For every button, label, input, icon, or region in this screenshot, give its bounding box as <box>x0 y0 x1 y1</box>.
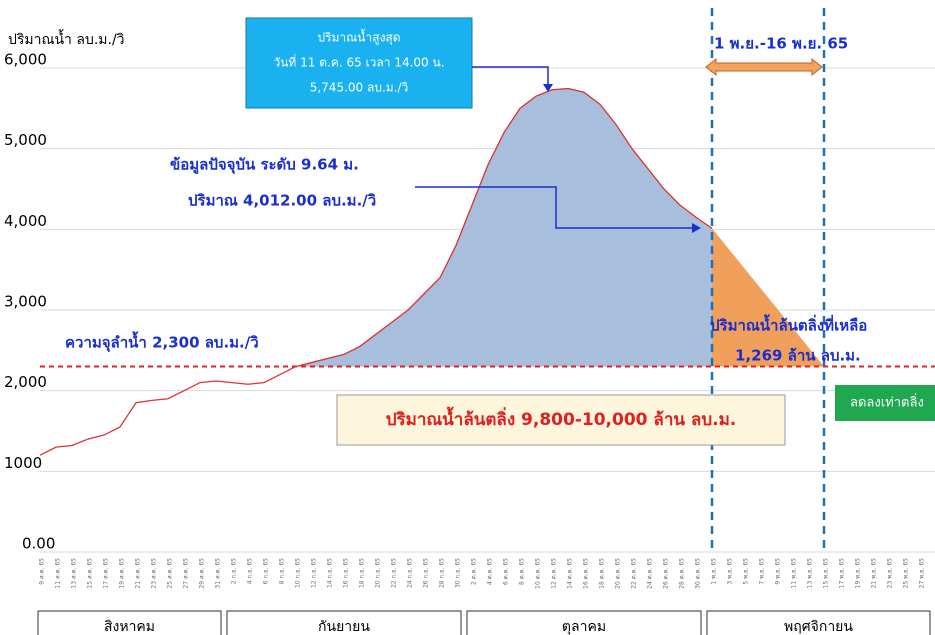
series-line <box>39 87 713 456</box>
x-tick-label: 28 ต.ค. 65 <box>679 558 686 589</box>
x-tick-label: 24 ต.ค. 65 <box>647 558 654 589</box>
x-tick-label: 27 ส.ค. 65 <box>183 558 190 589</box>
x-tick-label: 21 ส.ค. 65 <box>135 558 142 589</box>
x-tick-label: 30 ก.ย. 65 <box>455 558 462 588</box>
peak-text: วันที่ 11 ต.ค. 65 เวลา 14.00 น. <box>273 54 444 70</box>
x-tick-label: 15 ส.ค. 65 <box>87 558 94 589</box>
months: สิงหาคม กันยายน ตุลาคม พฤศจิกายน <box>37 610 931 635</box>
x-tick-label: 22 ต.ค. 65 <box>631 558 638 589</box>
overflow-area <box>296 88 712 367</box>
total-box <box>336 394 786 446</box>
x-tick-label: 18 ต.ค. 65 <box>599 558 606 589</box>
period-arrow <box>705 57 823 77</box>
y-tick-label: 3,000 <box>4 293 47 311</box>
peak-box <box>245 17 473 109</box>
period-text: 1 พ.ย.-16 พ.ย. 65 <box>714 35 848 53</box>
x-tick-label: 18 ก.ย. 65 <box>359 558 366 588</box>
x-tick-label: 5 พ.ย. 65 <box>743 558 750 585</box>
month-box <box>706 610 931 635</box>
x-tick-label: 31 ส.ค. 65 <box>215 558 222 589</box>
x-tick-label: 9 พ.ย. 65 <box>775 558 782 585</box>
x-tick-label: 1 พ.ย. 65 <box>711 558 718 585</box>
y-tick-label: 6,000 <box>4 51 47 69</box>
y-tick-label: 0.00 <box>22 535 55 553</box>
x-tick-label: 25 พ.ย. 65 <box>903 558 910 589</box>
month-box <box>226 610 462 635</box>
month-box <box>466 610 702 635</box>
month-label: สิงหาคม <box>104 619 155 635</box>
current-text: ปริมาณ 4,012.00 ลบ.ม./วิ <box>188 192 376 210</box>
x-tick-label: 20 ก.ย. 65 <box>375 558 382 588</box>
x-tick-label: 16 ก.ย. 65 <box>343 558 350 588</box>
x-tick-label: 22 ก.ย. 65 <box>391 558 398 588</box>
x-tick-label: 4 ต.ค. 65 <box>487 558 494 585</box>
x-tick-label: 15 พ.ย. 65 <box>823 558 830 589</box>
fills <box>40 67 935 553</box>
arrow-head <box>543 84 553 92</box>
x-tick-label: 13 ส.ค. 65 <box>71 558 78 589</box>
x-tick-label: 10 ต.ค. 65 <box>535 558 542 589</box>
capacity-text: ความจุลำน้ำ 2,300 ลบ.ม./วิ <box>65 331 259 353</box>
x-tick-label: 4 ก.ย. 65 <box>247 558 254 584</box>
arrow-head <box>692 223 701 233</box>
x-tick-label: 6 ก.ย. 65 <box>263 558 270 584</box>
x-tick-label: 8 ก.ย. 65 <box>279 558 286 584</box>
x-tick-label: 21 พ.ย. 65 <box>871 558 878 589</box>
current-text: ข้อมูลปัจจุบัน ระดับ 9.64 ม. <box>170 156 359 175</box>
x-tick-label: 3 พ.ย. 65 <box>727 558 734 585</box>
x-tick-label: 14 ก.ย. 65 <box>327 558 334 588</box>
x-tick-label: 17 พ.ย. 65 <box>839 558 846 589</box>
y-axis-label: ปริมาณน้ำ ลบ.ม./วิ <box>8 29 125 48</box>
x-tick-label: 2 ก.ย. 65 <box>231 558 238 584</box>
peak-text: ปริมาณน้ำสูงสุด <box>317 29 400 46</box>
x-tick-label: 12 ก.ย. 65 <box>311 558 318 588</box>
month-label: ตุลาคม <box>562 619 606 635</box>
x-tick-label: 2 ต.ค. 65 <box>471 558 478 585</box>
peak-arrow <box>472 66 549 86</box>
x-tick-label: 19 พ.ย. 65 <box>855 558 862 589</box>
y-tick-label: 4,000 <box>4 212 47 230</box>
x-tick-label: 14 ต.ค. 65 <box>567 558 574 589</box>
x-tick-label: 24 ก.ย. 65 <box>407 558 414 588</box>
x-tick-label: 11 พ.ย. 65 <box>791 558 798 589</box>
x-tick-label: 12 ต.ค. 65 <box>551 558 558 589</box>
x-tick-label: 11 ส.ค. 65 <box>55 558 62 589</box>
month-label: กันยายน <box>318 619 370 635</box>
x-tick-label: 26 ต.ค. 65 <box>663 558 670 589</box>
remaining-area <box>712 228 824 367</box>
y-tick-label: 5,000 <box>4 131 47 149</box>
x-tick-label: 17 ส.ค. 65 <box>103 558 110 589</box>
x-tick-label: 19 ส.ค. 65 <box>119 558 126 589</box>
y-tick-label: 1000 <box>4 454 42 472</box>
x-tick-label: 23 ส.ค. 65 <box>151 558 158 589</box>
x-tick-label: 27 พ.ย. 65 <box>919 558 926 589</box>
remain-text: 1,269 ล้าน ลบ.ม. <box>735 347 861 365</box>
y-tick-label: 2,000 <box>4 373 47 391</box>
x-tick-label: 16 ต.ค. 65 <box>583 558 590 589</box>
x-tick-label: 8 ต.ค. 65 <box>519 558 526 585</box>
status-text: ลดลงเท่าตลิ่ง <box>850 394 924 411</box>
x-tick-label: 25 ส.ค. 65 <box>167 558 174 589</box>
month-box <box>37 610 222 635</box>
x-tick-label: 26 ก.ย. 65 <box>423 558 430 588</box>
x-tick-label: 7 พ.ย. 65 <box>759 558 766 585</box>
x-tick-label: 29 ส.ค. 65 <box>199 558 206 589</box>
peak-text: 5,745.00 ลบ.ม./วิ <box>310 81 409 95</box>
current-arrow <box>415 186 693 229</box>
month-label: พฤศจิกายน <box>784 619 853 635</box>
x-tick-label: 30 ต.ค. 65 <box>695 558 702 589</box>
x-tick-label: 13 พ.ย. 65 <box>807 558 814 589</box>
remain-text: ปริมาณน้ำล้นตลิ่งที่เหลือ <box>710 314 867 335</box>
x-tick-label: 9 ส.ค. 65 <box>39 558 46 585</box>
plot: 0.00 1000 2,000 3,000 4,000 5,000 6,000 9 ส.ค. … <box>4 8 935 589</box>
x-tick-label: 20 ต.ค. 65 <box>615 558 622 589</box>
total-text: ปริมาณน้ำล้นตลิ่ง 9,800-10,000 ล้าน ลบ.ม… <box>386 406 737 430</box>
x-tick-label: 6 ต.ค. 65 <box>503 558 510 585</box>
x-tick-label: 23 พ.ย. 65 <box>887 558 894 589</box>
x-tick-label: 28 ก.ย. 65 <box>439 558 446 588</box>
status-box <box>835 385 935 421</box>
x-tick-label: 10 ก.ย. 65 <box>295 558 302 588</box>
